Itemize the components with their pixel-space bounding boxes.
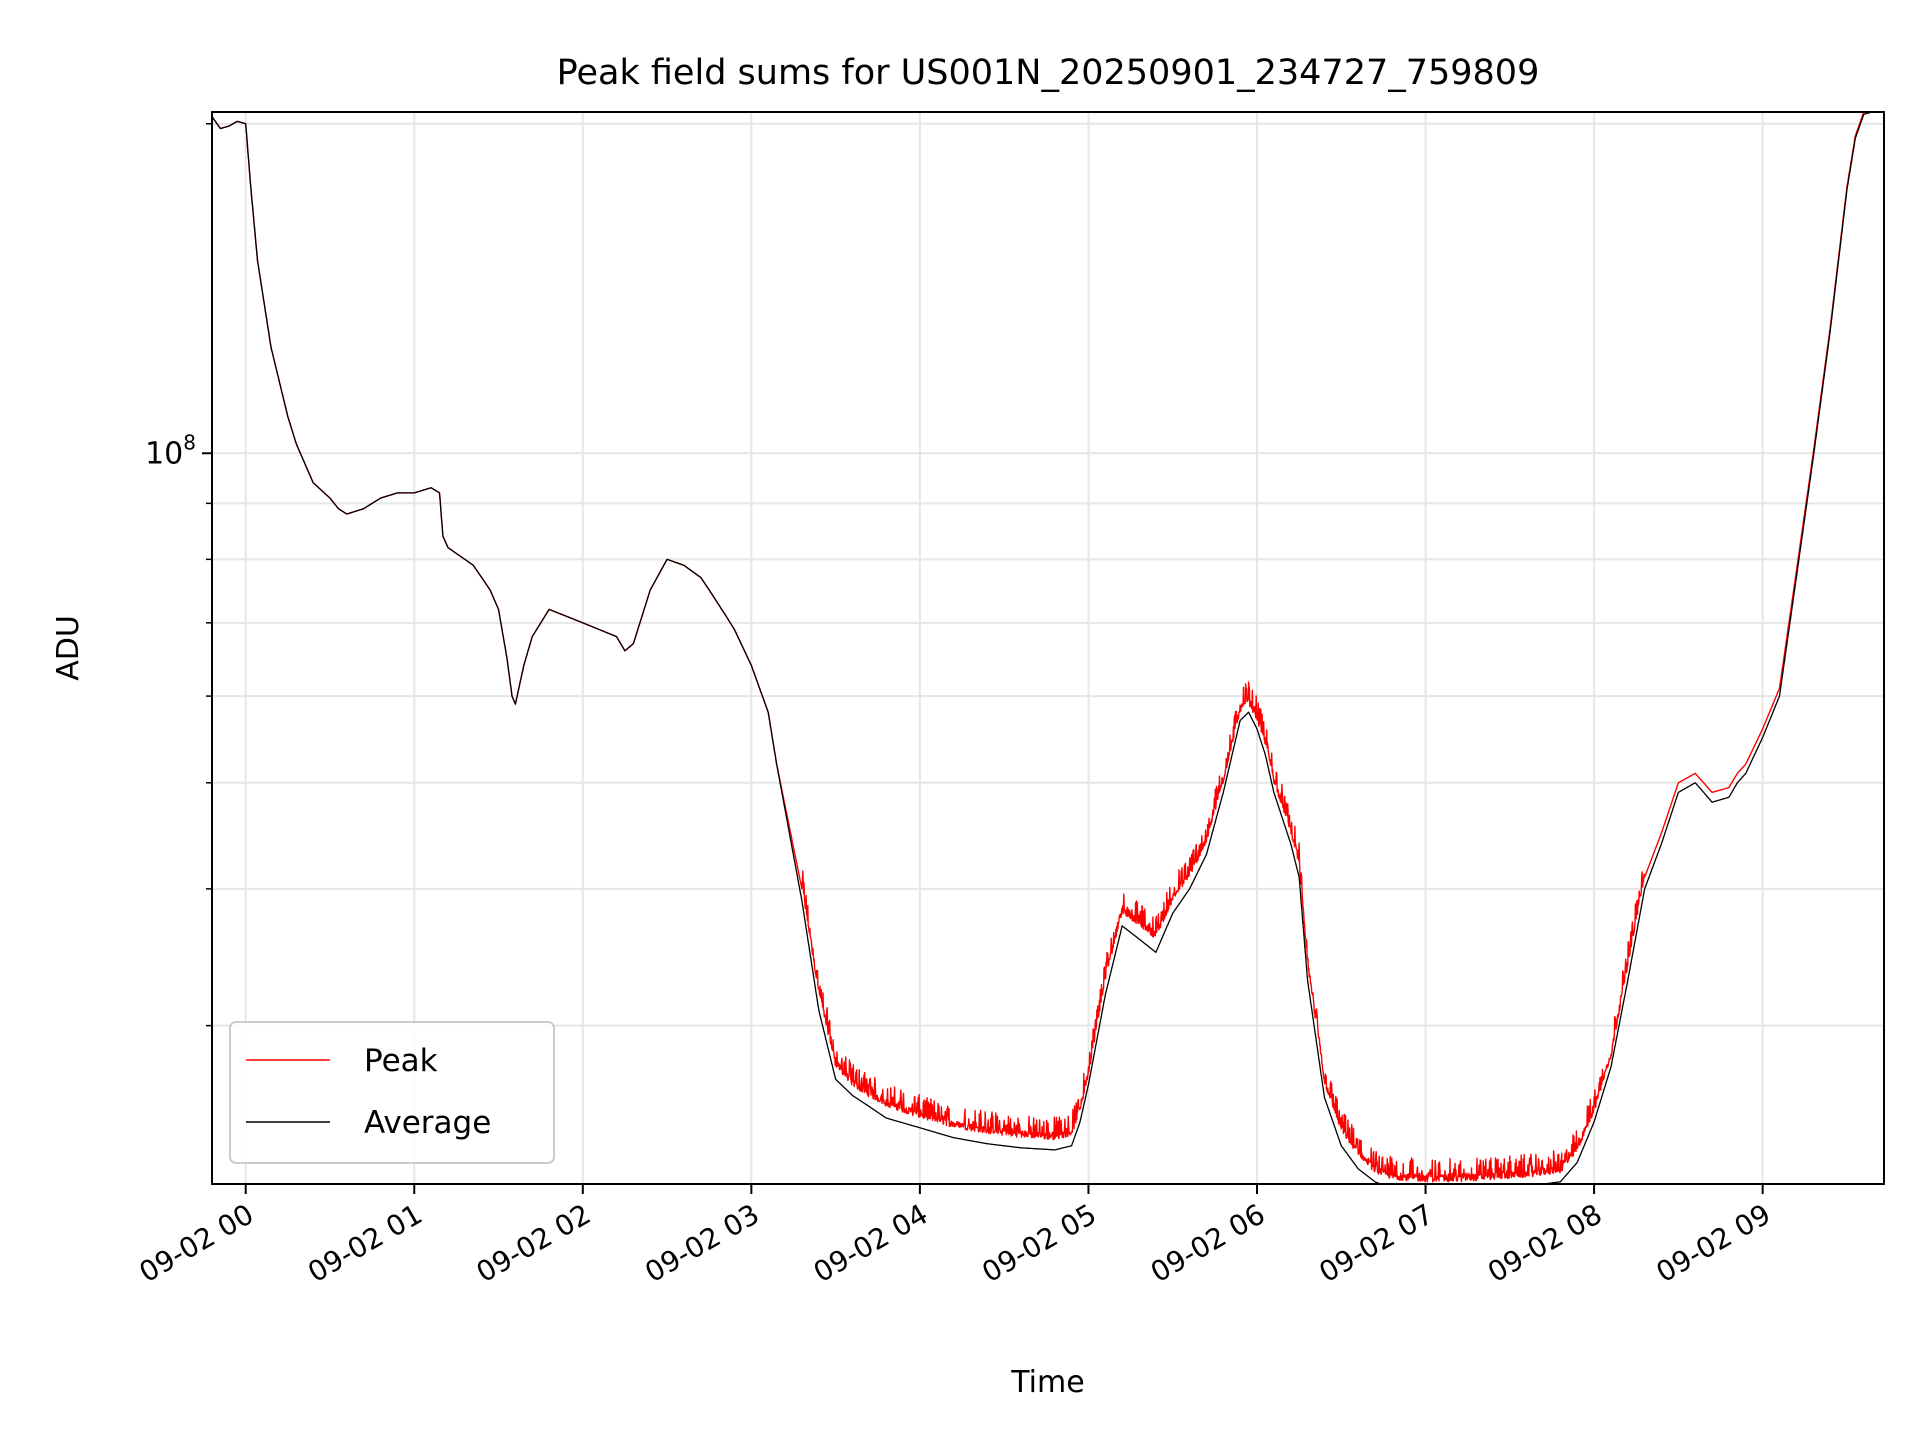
legend: Peak Average [229,1021,555,1164]
y-axis: 108 [145,122,212,1027]
series-line-average [212,112,1875,1184]
legend-label-average: Average [364,1105,491,1141]
plot-frame [211,111,1885,1185]
chart-title: Peak field sums for US001N_20250901_2347… [557,53,1540,93]
y-tick-label-base: 10 [145,436,183,471]
x-axis-label: Time [1010,1365,1084,1400]
legend-box [229,1021,555,1164]
series-layer [212,112,1875,1184]
y-tick-label-exponent: 8 [183,430,196,454]
y-tick-label: 108 [145,430,196,471]
legend-label-peak: Peak [364,1043,438,1079]
y-axis-label: ADU [51,615,86,681]
